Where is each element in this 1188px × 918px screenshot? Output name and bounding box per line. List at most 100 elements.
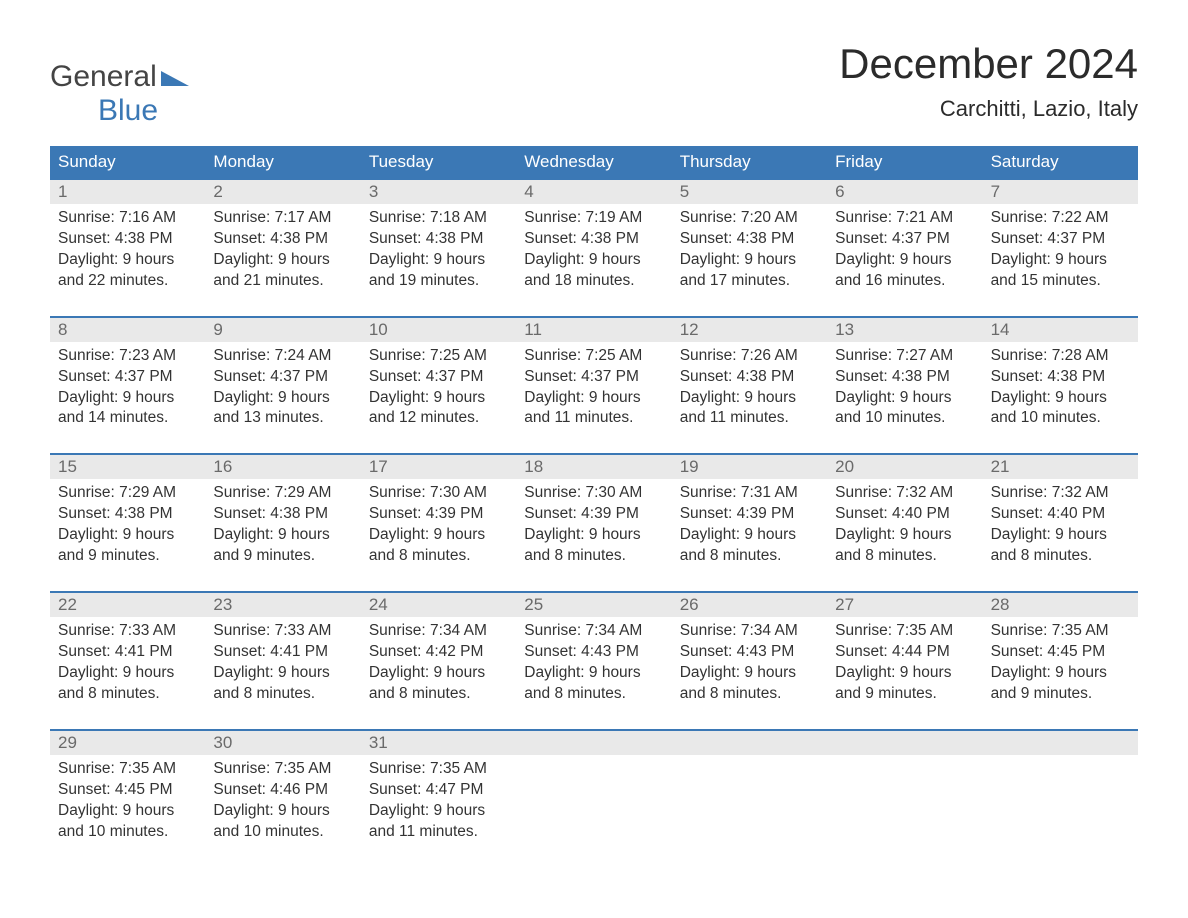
day-cell: Sunrise: 7:30 AMSunset: 4:39 PMDaylight:… xyxy=(516,479,671,577)
day-number xyxy=(516,731,671,755)
daylight-text-1: Daylight: 9 hours xyxy=(58,525,197,546)
daylight-text-1: Daylight: 9 hours xyxy=(680,525,819,546)
brand-text-1: General xyxy=(50,60,157,94)
brand-text-2: Blue xyxy=(50,94,189,128)
sunset-text: Sunset: 4:38 PM xyxy=(680,229,819,250)
sunset-text: Sunset: 4:47 PM xyxy=(369,780,508,801)
day-cell: Sunrise: 7:27 AMSunset: 4:38 PMDaylight:… xyxy=(827,342,982,440)
day-number: 26 xyxy=(672,593,827,617)
sunset-text: Sunset: 4:43 PM xyxy=(680,642,819,663)
day-number: 22 xyxy=(50,593,205,617)
daylight-text-2: and 11 minutes. xyxy=(369,822,508,843)
brand-triangle-icon xyxy=(161,60,189,94)
sunrise-text: Sunrise: 7:33 AM xyxy=(58,621,197,642)
day-header: Monday xyxy=(205,146,360,178)
sunrise-text: Sunrise: 7:26 AM xyxy=(680,346,819,367)
day-number: 5 xyxy=(672,180,827,204)
location-text: Carchitti, Lazio, Italy xyxy=(839,96,1138,122)
sunset-text: Sunset: 4:38 PM xyxy=(835,367,974,388)
daylight-text-2: and 10 minutes. xyxy=(835,408,974,429)
day-cell: Sunrise: 7:35 AMSunset: 4:45 PMDaylight:… xyxy=(50,755,205,853)
day-header: Sunday xyxy=(50,146,205,178)
daylight-text-1: Daylight: 9 hours xyxy=(991,250,1130,271)
week-row: 891011121314Sunrise: 7:23 AMSunset: 4:37… xyxy=(50,316,1138,440)
day-number-strip: 1234567 xyxy=(50,180,1138,204)
day-number: 9 xyxy=(205,318,360,342)
sunrise-text: Sunrise: 7:35 AM xyxy=(835,621,974,642)
day-number: 12 xyxy=(672,318,827,342)
day-cell: Sunrise: 7:23 AMSunset: 4:37 PMDaylight:… xyxy=(50,342,205,440)
daylight-text-2: and 8 minutes. xyxy=(835,546,974,567)
day-cell: Sunrise: 7:35 AMSunset: 4:44 PMDaylight:… xyxy=(827,617,982,715)
sunset-text: Sunset: 4:38 PM xyxy=(58,229,197,250)
month-title: December 2024 xyxy=(839,40,1138,88)
sunset-text: Sunset: 4:46 PM xyxy=(213,780,352,801)
sunrise-text: Sunrise: 7:16 AM xyxy=(58,208,197,229)
sunrise-text: Sunrise: 7:18 AM xyxy=(369,208,508,229)
sunset-text: Sunset: 4:38 PM xyxy=(213,504,352,525)
day-number: 20 xyxy=(827,455,982,479)
day-cell: Sunrise: 7:16 AMSunset: 4:38 PMDaylight:… xyxy=(50,204,205,302)
daylight-text-2: and 21 minutes. xyxy=(213,271,352,292)
day-number-strip: 22232425262728 xyxy=(50,593,1138,617)
daylight-text-2: and 22 minutes. xyxy=(58,271,197,292)
day-number: 24 xyxy=(361,593,516,617)
day-cell: Sunrise: 7:20 AMSunset: 4:38 PMDaylight:… xyxy=(672,204,827,302)
sunrise-text: Sunrise: 7:27 AM xyxy=(835,346,974,367)
sunrise-text: Sunrise: 7:21 AM xyxy=(835,208,974,229)
sunset-text: Sunset: 4:38 PM xyxy=(58,504,197,525)
sunset-text: Sunset: 4:40 PM xyxy=(991,504,1130,525)
daylight-text-2: and 12 minutes. xyxy=(369,408,508,429)
daylight-text-2: and 14 minutes. xyxy=(58,408,197,429)
sunset-text: Sunset: 4:38 PM xyxy=(213,229,352,250)
daylight-text-2: and 15 minutes. xyxy=(991,271,1130,292)
day-cell: Sunrise: 7:31 AMSunset: 4:39 PMDaylight:… xyxy=(672,479,827,577)
sunset-text: Sunset: 4:40 PM xyxy=(835,504,974,525)
sunrise-text: Sunrise: 7:34 AM xyxy=(680,621,819,642)
daylight-text-2: and 9 minutes. xyxy=(58,546,197,567)
daylight-text-1: Daylight: 9 hours xyxy=(58,250,197,271)
daylight-text-2: and 8 minutes. xyxy=(58,684,197,705)
sunset-text: Sunset: 4:37 PM xyxy=(991,229,1130,250)
sunrise-text: Sunrise: 7:23 AM xyxy=(58,346,197,367)
sunrise-text: Sunrise: 7:31 AM xyxy=(680,483,819,504)
brand-line1: General xyxy=(50,60,189,94)
sunset-text: Sunset: 4:43 PM xyxy=(524,642,663,663)
daylight-text-1: Daylight: 9 hours xyxy=(213,250,352,271)
day-header: Friday xyxy=(827,146,982,178)
daylight-text-1: Daylight: 9 hours xyxy=(369,663,508,684)
sunrise-text: Sunrise: 7:32 AM xyxy=(991,483,1130,504)
sunset-text: Sunset: 4:38 PM xyxy=(991,367,1130,388)
sunrise-text: Sunrise: 7:35 AM xyxy=(369,759,508,780)
daylight-text-1: Daylight: 9 hours xyxy=(58,801,197,822)
day-cell: Sunrise: 7:34 AMSunset: 4:43 PMDaylight:… xyxy=(672,617,827,715)
daylight-text-2: and 8 minutes. xyxy=(369,684,508,705)
daylight-text-2: and 19 minutes. xyxy=(369,271,508,292)
day-number: 25 xyxy=(516,593,671,617)
daylight-text-2: and 10 minutes. xyxy=(58,822,197,843)
day-number: 2 xyxy=(205,180,360,204)
daylight-text-1: Daylight: 9 hours xyxy=(369,388,508,409)
sunrise-text: Sunrise: 7:35 AM xyxy=(213,759,352,780)
day-cell: Sunrise: 7:28 AMSunset: 4:38 PMDaylight:… xyxy=(983,342,1138,440)
day-cell: Sunrise: 7:32 AMSunset: 4:40 PMDaylight:… xyxy=(827,479,982,577)
daylight-text-2: and 10 minutes. xyxy=(213,822,352,843)
day-number: 10 xyxy=(361,318,516,342)
day-header-row: SundayMondayTuesdayWednesdayThursdayFrid… xyxy=(50,146,1138,178)
daylight-text-1: Daylight: 9 hours xyxy=(213,801,352,822)
sunrise-text: Sunrise: 7:25 AM xyxy=(369,346,508,367)
day-cell: Sunrise: 7:24 AMSunset: 4:37 PMDaylight:… xyxy=(205,342,360,440)
daylight-text-1: Daylight: 9 hours xyxy=(369,525,508,546)
sunset-text: Sunset: 4:44 PM xyxy=(835,642,974,663)
week-row: 22232425262728 Sunrise: 7:33 AM Sunset: 4:… xyxy=(50,591,1138,715)
sunset-text: Sunset: 4:38 PM xyxy=(369,229,508,250)
day-number xyxy=(983,731,1138,755)
day-cell: Sunrise: 7:18 AMSunset: 4:38 PMDaylight:… xyxy=(361,204,516,302)
day-cell: Sunrise: 7:35 AMSunset: 4:45 PMDaylight:… xyxy=(983,617,1138,715)
daylight-text-1: Daylight: 9 hours xyxy=(835,388,974,409)
sunset-text: Sunset: 4:37 PM xyxy=(835,229,974,250)
day-header: Saturday xyxy=(983,146,1138,178)
sunset-text: Sunset: 4:39 PM xyxy=(680,504,819,525)
day-cell: Sunrise: 7:35 AMSunset: 4:46 PMDaylight:… xyxy=(205,755,360,853)
sunrise-text: Sunrise: 7:22 AM xyxy=(991,208,1130,229)
